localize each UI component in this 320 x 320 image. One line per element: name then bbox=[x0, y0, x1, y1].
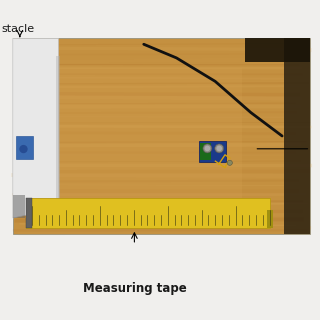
Circle shape bbox=[19, 145, 28, 153]
Bar bbox=[267, 210, 273, 228]
Bar bbox=[13, 195, 25, 218]
Bar bbox=[16, 136, 33, 159]
Circle shape bbox=[216, 146, 222, 151]
Bar bbox=[199, 141, 226, 162]
Bar bbox=[200, 143, 211, 160]
Bar bbox=[56, 56, 60, 218]
Circle shape bbox=[204, 146, 210, 151]
Bar bbox=[245, 38, 310, 62]
Polygon shape bbox=[13, 38, 59, 218]
Bar bbox=[49, 68, 242, 214]
Text: Measuring tape: Measuring tape bbox=[83, 282, 186, 295]
Bar bbox=[13, 38, 310, 234]
Bar bbox=[26, 198, 270, 228]
Circle shape bbox=[227, 160, 232, 165]
Text: stacle: stacle bbox=[2, 24, 35, 34]
Circle shape bbox=[215, 144, 224, 153]
Bar bbox=[26, 198, 32, 228]
Bar bbox=[284, 38, 310, 234]
Circle shape bbox=[203, 144, 212, 153]
